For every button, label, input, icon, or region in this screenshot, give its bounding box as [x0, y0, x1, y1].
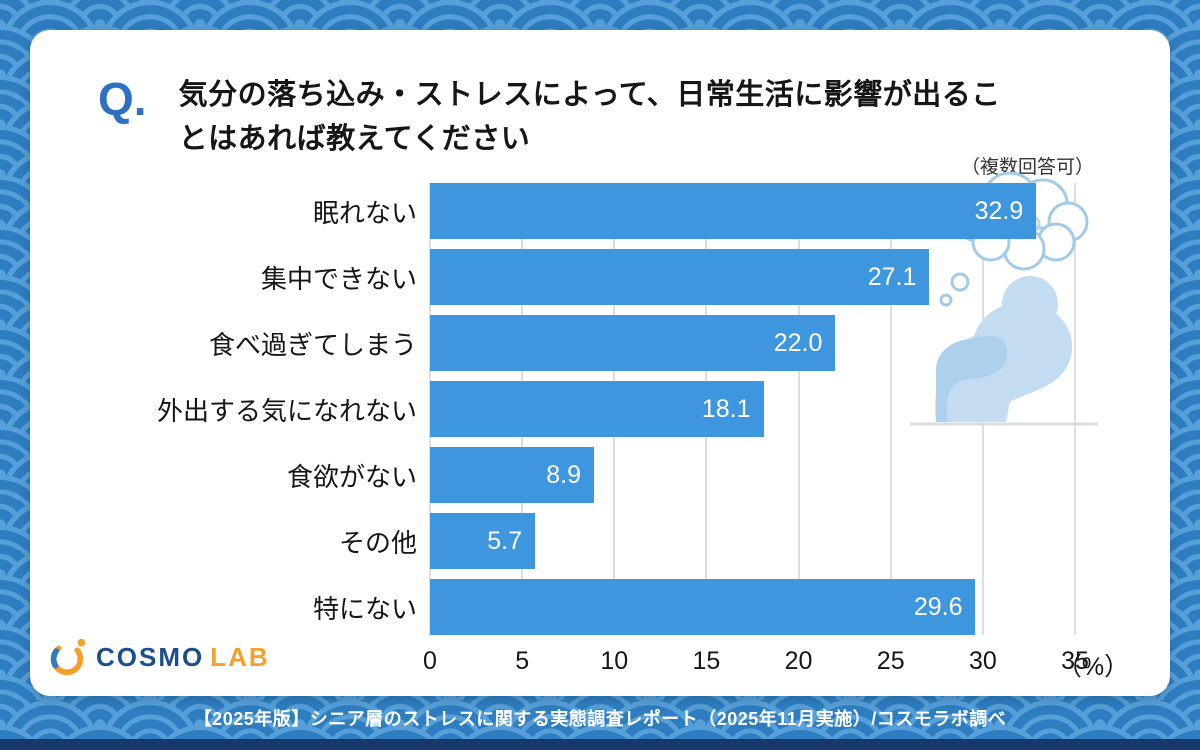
logo-text-cosmo: COSMO [96, 641, 205, 672]
bar-track: 8.9 [430, 447, 1075, 503]
x-axis-unit: （%） [1056, 653, 1130, 681]
bar-track: 5.7 [430, 513, 1075, 569]
bar-value: 27.1 [867, 262, 917, 291]
logo-text-lab: LAB [210, 641, 270, 672]
bar-track: 22.0 [430, 315, 1075, 371]
footer-caption: 【2025年版】シニア層のストレスに関する実態調査レポート（2025年11月実施… [193, 709, 1007, 729]
bar-value: 5.7 [487, 526, 523, 555]
bar: 18.1 [430, 381, 764, 437]
bar: 29.6 [430, 579, 976, 635]
bar: 8.9 [430, 447, 594, 503]
bar: 27.1 [430, 249, 930, 305]
q-mark: Q. [98, 73, 147, 125]
gridline [889, 183, 892, 635]
page-title: 気分の落ち込み・ストレスによって、日常生活に影響が出るこ とはあれば教えてくださ… [179, 74, 1001, 161]
bottom-strip [0, 739, 1200, 750]
bar-label: 外出する気になれない [156, 395, 417, 426]
bar-label: 特にない [312, 593, 417, 624]
x-tick: 25 [876, 647, 905, 675]
x-tick: 35 [1061, 647, 1089, 675]
chart-rows: 眠れない 32.9 集中できない 27.1 食べ過ぎてしまう 22.0 外出する気になれない… [30, 183, 1170, 635]
bar-track: 32.9 [430, 183, 1075, 239]
gridline [797, 183, 800, 635]
bar-row: 特にない 29.6 [30, 579, 1170, 635]
bar-track: 18.1 [430, 381, 1075, 437]
bar-track: 27.1 [430, 249, 1075, 305]
title-line-2: とはあれば教えてください [178, 122, 531, 155]
bar-row: 集中できない 27.1 [30, 249, 1170, 305]
bar-label: 集中できない [260, 263, 417, 294]
bar-label: 眠れない [312, 197, 417, 228]
x-tick: 15 [692, 647, 721, 675]
bar: 22.0 [430, 315, 836, 371]
bar: 5.7 [430, 513, 536, 569]
bar-value: 18.1 [701, 394, 751, 423]
x-tick: 10 [600, 647, 629, 675]
bar-value: 29.6 [913, 592, 963, 621]
bar-value: 22.0 [773, 328, 823, 357]
bar-label: 食べ過ぎてしまう [208, 329, 417, 360]
bar-label: その他 [338, 527, 417, 558]
bar-value: 32.9 [974, 196, 1024, 225]
hunched-person [935, 276, 1073, 422]
logo-icon [50, 638, 86, 676]
x-tick: 20 [784, 647, 813, 675]
bar-track: 29.6 [430, 579, 1075, 635]
question-header: Q. 気分の落ち込み・ストレスによって、日常生活に影響が出るこ とはあれば教えて… [98, 74, 1001, 161]
x-tick: 5 [515, 647, 530, 675]
bar-row: 眠れない 32.9 [30, 183, 1170, 239]
multiple-answers-note: （複数回答可） [960, 157, 1094, 178]
x-tick: 0 [423, 647, 437, 675]
bar-row: その他 5.7 [30, 513, 1170, 569]
bar: 32.9 [430, 183, 1037, 239]
bar-value: 8.9 [546, 460, 581, 489]
x-axis: （%） 0 5 10 15 20 25 30 35 [423, 647, 1129, 683]
bar-row: 食べ過ぎてしまう 22.0 [30, 315, 1170, 371]
thought-trail [939, 272, 970, 307]
report-card: Q. 気分の落ち込み・ストレスによって、日常生活に影響が出るこ とはあれば教えて… [30, 30, 1170, 696]
cosmo-lab-logo: COSMO LAB [46, 636, 270, 678]
logo-text: COSMO LAB [96, 642, 270, 673]
gridline [1074, 183, 1076, 635]
title-line-1: 気分の落ち込み・ストレスによって、日常生活に影響が出るこ [178, 79, 1001, 111]
bar-chart: 眠れない 32.9 集中できない 27.1 食べ過ぎてしまう 22.0 外出する気になれない… [30, 183, 1170, 683]
bar-label: 食欲がない [286, 461, 417, 492]
bar-row: 食欲がない 8.9 [30, 447, 1170, 503]
bar-row: 外出する気になれない 18.1 [30, 381, 1170, 437]
x-tick: 30 [968, 647, 997, 675]
